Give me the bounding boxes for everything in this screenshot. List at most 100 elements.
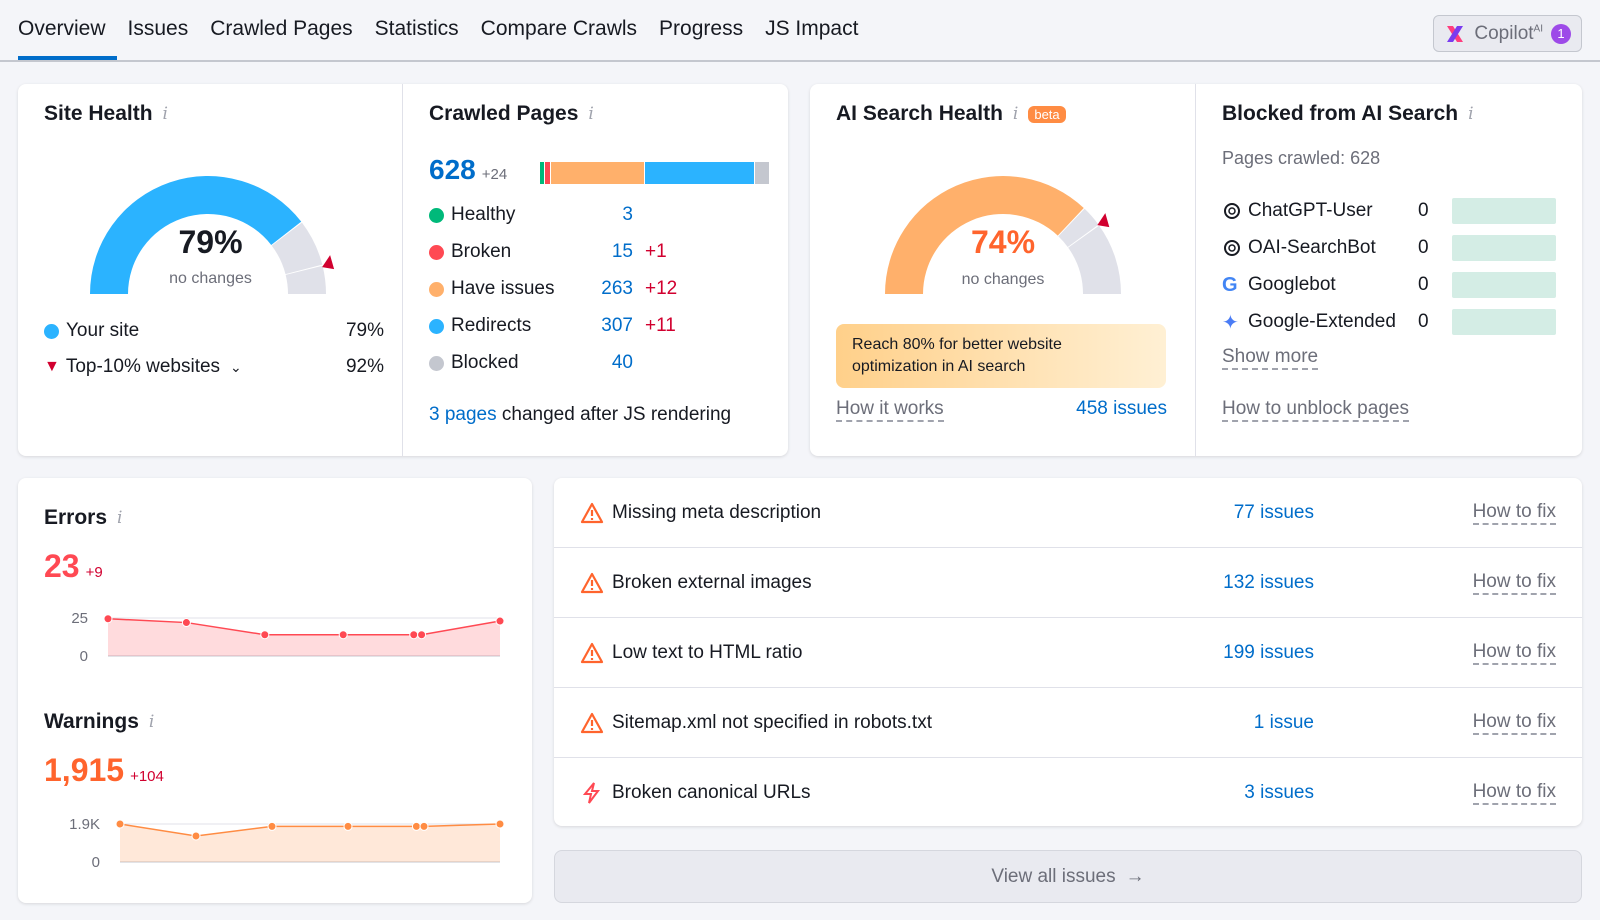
crawled-count[interactable]: 3 <box>622 204 633 225</box>
openai-icon <box>1222 201 1248 221</box>
data-point[interactable] <box>409 630 419 640</box>
info-icon[interactable]: i <box>1468 104 1474 124</box>
bot-blocked-bar <box>1452 198 1556 224</box>
bar-segment-blocked[interactable] <box>754 162 769 184</box>
copilot-count-badge: 1 <box>1551 23 1571 44</box>
crawled-total[interactable]: 628 <box>429 154 476 185</box>
show-more-link[interactable]: Show more <box>1222 346 1319 370</box>
y-tick-label: 0 <box>92 854 100 871</box>
data-point[interactable] <box>191 831 201 841</box>
target-marker-icon <box>1097 213 1110 228</box>
warnings-delta: +104 <box>130 768 164 785</box>
data-point[interactable] <box>115 819 125 829</box>
tab-bar: Overview Issues Crawled Pages Statistics… <box>0 0 1600 62</box>
how-it-works-link[interactable]: How it works <box>836 398 944 422</box>
tab-compare-crawls[interactable]: Compare Crawls <box>480 17 638 40</box>
issue-name[interactable]: Missing meta description <box>612 501 822 523</box>
ai-issues-link[interactable]: 458 issues <box>1076 398 1167 419</box>
tab-crawled-pages[interactable]: Crawled Pages <box>210 17 353 40</box>
info-icon[interactable]: i <box>1012 104 1019 124</box>
issue-name[interactable]: Sitemap.xml not specified in robots.txt <box>612 711 932 733</box>
warnings-chart: 1.9K 0 <box>69 816 505 871</box>
how-to-fix-link[interactable]: How to fix <box>1472 501 1556 525</box>
issue-name[interactable]: Broken external images <box>612 571 812 593</box>
info-icon[interactable]: i <box>148 712 155 732</box>
issue-count[interactable]: 3 issues <box>1244 782 1314 803</box>
google-icon: G <box>1222 273 1238 296</box>
chevron-down-icon[interactable]: ⌄ <box>230 358 242 375</box>
crawled-label: Blocked <box>451 352 519 373</box>
crawled-row[interactable]: Healthy 3 <box>429 204 645 226</box>
tab-overview[interactable]: Overview <box>18 12 117 60</box>
how-to-fix-link[interactable]: How to fix <box>1472 781 1556 805</box>
ai-health-panel: AI Search Health i beta 74% no changes Rea… <box>810 84 1196 456</box>
issue-count[interactable]: 132 issues <box>1223 571 1314 593</box>
warning-icon <box>580 712 604 733</box>
arrow-right-icon: → <box>1125 865 1145 887</box>
your-site-dot <box>44 323 59 339</box>
copilot-button[interactable]: CopilotAI 1 <box>1433 15 1582 52</box>
issue-row: Broken external images 132 issues How to f… <box>554 548 1582 618</box>
crawled-row[interactable]: Blocked 40 <box>429 352 645 374</box>
warning-icon <box>580 502 604 523</box>
data-point[interactable] <box>267 821 277 831</box>
copilot-label: Copilot <box>1474 22 1534 44</box>
site-health-panel: Site Health i 79% no changes Your site 79%… <box>18 84 403 456</box>
data-point[interactable] <box>338 630 348 640</box>
area-fill <box>120 824 500 862</box>
crawled-count[interactable]: 307 <box>601 315 633 336</box>
data-point[interactable] <box>495 819 505 829</box>
tab-progress[interactable]: Progress <box>659 17 744 40</box>
info-icon[interactable]: i <box>162 104 168 124</box>
crawled-count[interactable]: 263 <box>601 278 633 299</box>
issue-count[interactable]: 1 issue <box>1253 711 1314 733</box>
how-to-fix-link[interactable]: How to fix <box>1472 711 1556 735</box>
data-point[interactable] <box>495 616 505 626</box>
crawled-row[interactable]: Have issues 263 +12 <box>429 278 677 300</box>
your-site-label: Your site <box>66 320 140 341</box>
y-tick-label: 1.9K <box>69 816 100 833</box>
data-point[interactable] <box>260 630 270 640</box>
info-icon[interactable]: i <box>117 508 123 528</box>
warnings-value[interactable]: 1,915 <box>44 752 125 788</box>
errors-value[interactable]: 23 <box>44 548 80 584</box>
how-to-fix-link[interactable]: How to fix <box>1472 571 1556 595</box>
top10-label[interactable]: Top-10% websites <box>65 356 221 377</box>
tab-issues[interactable]: Issues <box>127 17 189 40</box>
bar-segment-redirects[interactable] <box>645 162 754 184</box>
crawled-row[interactable]: Redirects 307 +11 <box>429 315 676 337</box>
status-dot <box>429 281 444 297</box>
tab-statistics[interactable]: Statistics <box>374 17 459 40</box>
bar-segment-have-issues[interactable] <box>551 162 645 184</box>
crawled-row[interactable]: Broken 15 +1 <box>429 241 667 263</box>
errors-warnings-card: Errors i 23 +9 25 0 Warnings i 1,915 +104 1.9… <box>18 478 532 903</box>
js-pages-link[interactable]: 3 pages <box>429 404 497 425</box>
crawled-count[interactable]: 15 <box>611 241 633 262</box>
data-point[interactable] <box>419 821 429 831</box>
tab-js-impact[interactable]: JS Impact <box>765 17 859 40</box>
how-to-unblock-link[interactable]: How to unblock pages <box>1222 398 1409 422</box>
bot-name: ChatGPT-User <box>1248 200 1373 221</box>
crawled-count[interactable]: 40 <box>611 352 633 373</box>
bot-blocked-bar <box>1452 272 1556 298</box>
ai-health-title: AI Search Health <box>836 102 1003 125</box>
ai-search-card: AI Search Health i beta 74% no changes Rea… <box>810 84 1582 456</box>
data-point[interactable] <box>343 821 353 831</box>
how-to-fix-link[interactable]: How to fix <box>1472 641 1556 665</box>
site-health-title: Site Health <box>44 102 153 125</box>
view-all-issues-button[interactable]: View all issues → <box>554 850 1582 903</box>
data-point[interactable] <box>181 618 191 628</box>
issue-count[interactable]: 199 issues <box>1223 641 1314 663</box>
issue-name[interactable]: Broken canonical URLs <box>612 782 811 803</box>
bar-segment-healthy[interactable] <box>540 162 544 184</box>
data-point[interactable] <box>103 614 113 624</box>
copilot-icon <box>1447 25 1464 42</box>
data-point[interactable] <box>417 630 427 640</box>
info-icon[interactable]: i <box>588 104 594 124</box>
crawled-stacked-bar <box>540 162 769 184</box>
data-point[interactable] <box>411 821 421 831</box>
bot-name: Google-Extended <box>1248 311 1396 332</box>
bar-segment-broken[interactable] <box>545 162 551 184</box>
issue-name[interactable]: Low text to HTML ratio <box>612 641 803 663</box>
issue-count[interactable]: 77 issues <box>1233 501 1314 523</box>
